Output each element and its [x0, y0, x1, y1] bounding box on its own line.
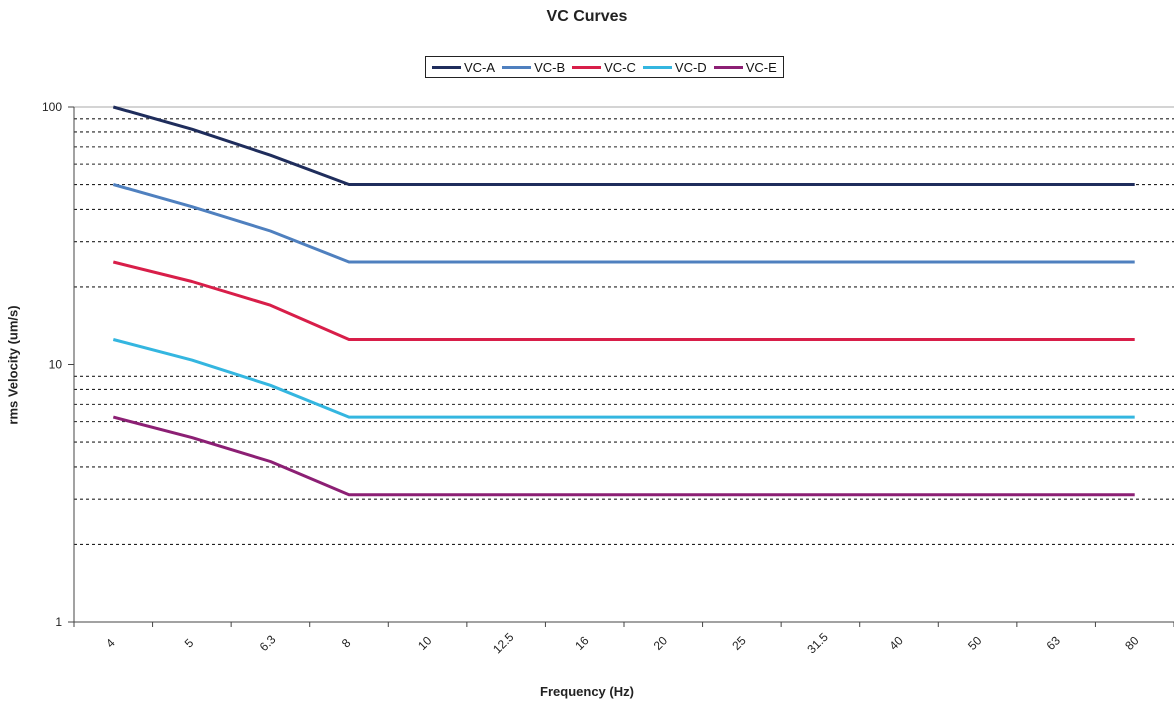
legend-swatch [642, 65, 672, 69]
series-line-vc-b [112, 183, 1135, 264]
legend-label: VC-B [534, 59, 566, 75]
series-layer [112, 105, 1135, 497]
grid-layer [74, 106, 1174, 546]
y-axis-title: rms Velocity (um/s) [5, 305, 21, 425]
x-axis-title: Frequency (Hz) [540, 684, 634, 699]
chart-title: VC Curves [546, 8, 628, 25]
series-line-vc-e [112, 415, 1135, 497]
x-tick-label: 50 [965, 633, 985, 653]
y-tick-label: 1 [55, 615, 62, 629]
legend-item-vc-b: VC-B [502, 60, 565, 75]
x-tick-label: 8 [339, 636, 354, 651]
legend-label: VC-C [604, 59, 636, 75]
legend-item-vc-e: VC-E [713, 59, 777, 75]
x-tick-label: 6.3 [257, 632, 279, 654]
legend-item-vc-d: VC-D [642, 59, 707, 75]
x-tick-label: 31.5 [804, 630, 831, 657]
legend-item-vc-a: VC-A [432, 60, 495, 75]
legend-item-vc-c: VC-C [572, 60, 636, 75]
y-tick-label: 10 [49, 358, 63, 372]
x-tick-label: 25 [729, 633, 749, 653]
legend-swatch [432, 65, 461, 69]
x-tick-label: 63 [1044, 633, 1064, 653]
series-line-vc-c [112, 260, 1135, 341]
x-tick-label: 5 [182, 636, 197, 651]
x-tick-label: 10 [415, 633, 435, 653]
legend-label: VC-E [745, 59, 777, 75]
x-tick-label: 20 [651, 633, 671, 653]
axis-layer [68, 106, 1174, 627]
legend-swatch [713, 65, 743, 69]
legend-label: VC-A [464, 59, 496, 75]
x-tick-label: 80 [1122, 633, 1142, 653]
x-tick-label: 16 [572, 633, 592, 653]
legend-swatch [502, 65, 532, 69]
series-line-vc-d [112, 338, 1135, 419]
x-tick-label: 40 [886, 633, 906, 653]
legend-label: VC-D [674, 59, 707, 75]
x-tick-label: 12.5 [490, 630, 517, 657]
legend-swatch [572, 65, 602, 69]
y-tick-label: 100 [42, 100, 62, 114]
legend: VC-A VC-B VC-C VC-D VC-E [425, 56, 784, 78]
x-tick-label: 4 [103, 636, 118, 651]
series-line-vc-a [112, 105, 1135, 186]
